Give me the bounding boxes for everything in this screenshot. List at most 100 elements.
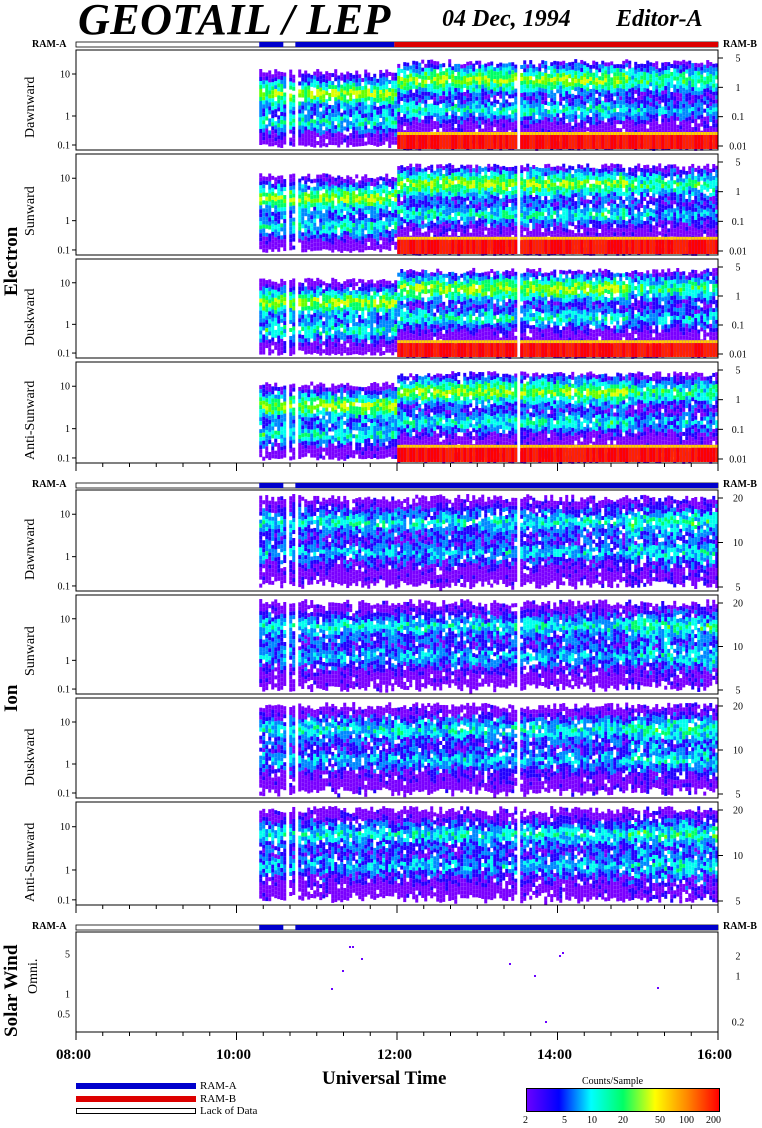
electron-panel-1-cell (436, 85, 440, 90)
electron-panel-2-cell (457, 191, 461, 196)
electron-panel-2-cell (466, 208, 470, 213)
electron-panel-2-cell (391, 193, 395, 198)
electron-panel-1-cell (313, 143, 317, 148)
electron-panel-2-cell (481, 183, 485, 188)
electron-panel-1-cell (484, 119, 488, 124)
electron-panel-1-cell (421, 91, 425, 96)
electron-panel-1-cell (529, 112, 533, 117)
electron-panel-2-cell (301, 236, 305, 241)
electron-panel-2-cell (532, 221, 536, 226)
electron-panel-1-cell (502, 115, 506, 120)
electron-panel-2-cell (424, 195, 428, 200)
electron-panel-1-cell (406, 78, 410, 83)
electron-panel-1-cell (598, 120, 602, 125)
electron-panel-2-cell (376, 237, 380, 242)
electron-panel-2-cell (355, 230, 359, 235)
electron-panel-1-cell (289, 137, 293, 142)
electron-panel-1-cell (577, 102, 581, 107)
electron-panel-2-cell (346, 187, 350, 192)
electron-panel-1-cell (610, 89, 614, 94)
electron-panel-2-cell (373, 226, 377, 231)
electron-panel-1-cell (370, 132, 374, 137)
electron-panel-2-cell (331, 192, 335, 197)
electron-panel-1-cell (616, 128, 620, 133)
electron-panel-1-cell (694, 118, 698, 123)
electron-panel-1-cell (649, 70, 653, 75)
electron-panel-1-cell (262, 120, 266, 125)
electron-panel-1-cell (352, 114, 356, 119)
electron-panel-1-cell (643, 96, 647, 101)
electron-panel-1-cell (646, 104, 650, 109)
electron-panel-1-cell (622, 120, 626, 125)
electron-panel-2-cell (502, 239, 506, 254)
electron-panel-1-cell (460, 76, 464, 81)
electron-panel-2-cell (304, 220, 308, 225)
electron-panel-2-cell (379, 176, 383, 181)
electron-panel-1-cell (316, 89, 320, 94)
electron-panel-1-cell (502, 119, 506, 124)
electron-panel-2-cell (331, 180, 335, 185)
electron-panel-2-cell (304, 196, 308, 201)
electron-panel-2-cell (505, 187, 509, 192)
electron-panel-1-cell (337, 131, 341, 136)
electron-panel-2-cell (340, 248, 344, 253)
electron-panel-2-cell (364, 198, 368, 203)
electron-panel-1-cell (271, 78, 275, 83)
electron-panel-2-cell (388, 242, 392, 247)
electron-panel-1-cell (301, 113, 305, 118)
electron-panel-1-cell (568, 62, 572, 67)
electron-panel-2-cell (268, 225, 272, 230)
electron-panel-1-cell (394, 92, 398, 97)
electron-panel-2-cell (301, 216, 305, 221)
electron-panel-1-cell (559, 69, 563, 74)
electron-panel-1-cell (661, 86, 665, 91)
electron-panel-2-cell (484, 206, 488, 211)
electron-panel-2-cell (313, 238, 317, 243)
electron-panel-2-cell (415, 236, 419, 240)
electron-panel-1-cell (268, 138, 272, 143)
electron-panel-1-cell (688, 100, 692, 105)
electron-panel-1-cell (310, 142, 314, 147)
electron-panel-1-cell (409, 113, 413, 118)
electron-panel-2-cell (319, 194, 323, 199)
electron-panel-1-cell (520, 108, 524, 113)
electron-panel-1-cell (694, 114, 698, 119)
electron-panel-2-cell (382, 225, 386, 230)
electron-panel-1-cell (511, 122, 515, 127)
electron-panel-2-cell (298, 226, 302, 231)
electron-panel-2-cell (328, 222, 332, 227)
electron-panel-2-cell (514, 177, 518, 182)
electron-panel-1-cell (352, 134, 356, 139)
electron-panel-1-cell (469, 93, 473, 98)
electron-panel-1-cell (484, 79, 488, 84)
electron-panel-1-cell (679, 85, 683, 90)
electron-panel-1-cell (628, 132, 632, 135)
electron-panel-2-cell (262, 184, 266, 189)
electron-panel-2-cell (481, 191, 485, 196)
electron-panel-2-cell (379, 244, 383, 249)
electron-panel-2-cell (388, 210, 392, 215)
electron-panel-1-cell (472, 119, 476, 124)
electron-panel-1-cell (613, 120, 617, 125)
electron-panel-2-cell (430, 220, 434, 225)
electron-panel-2-cell (460, 188, 464, 193)
electron-panel-1-cell (277, 71, 281, 76)
electron-panel-2-cell (265, 232, 269, 237)
electron-panel-1-cell (376, 86, 380, 91)
electron-panel-1-cell (610, 125, 614, 130)
electron-panel-2-cell (454, 192, 458, 197)
electron-panel-1-cell (475, 132, 479, 135)
electron-panel-1-cell (589, 128, 593, 133)
electron-panel-2-cell (529, 202, 533, 207)
electron-panel-1-cell (304, 98, 308, 103)
electron-panel-1-cell (451, 110, 455, 115)
electron-panel-1-cell (367, 136, 371, 141)
electron-panel-1-cell (343, 134, 347, 139)
electron-panel-2-cell (439, 224, 443, 229)
electron-panel-2-cell (493, 187, 497, 192)
electron-panel-2-cell (472, 200, 476, 205)
electron-panel-1-cell (646, 132, 650, 135)
electron-panel-1-cell (409, 97, 413, 102)
electron-panel-2-cell (418, 195, 422, 200)
electron-panel-1-cell (328, 124, 332, 129)
